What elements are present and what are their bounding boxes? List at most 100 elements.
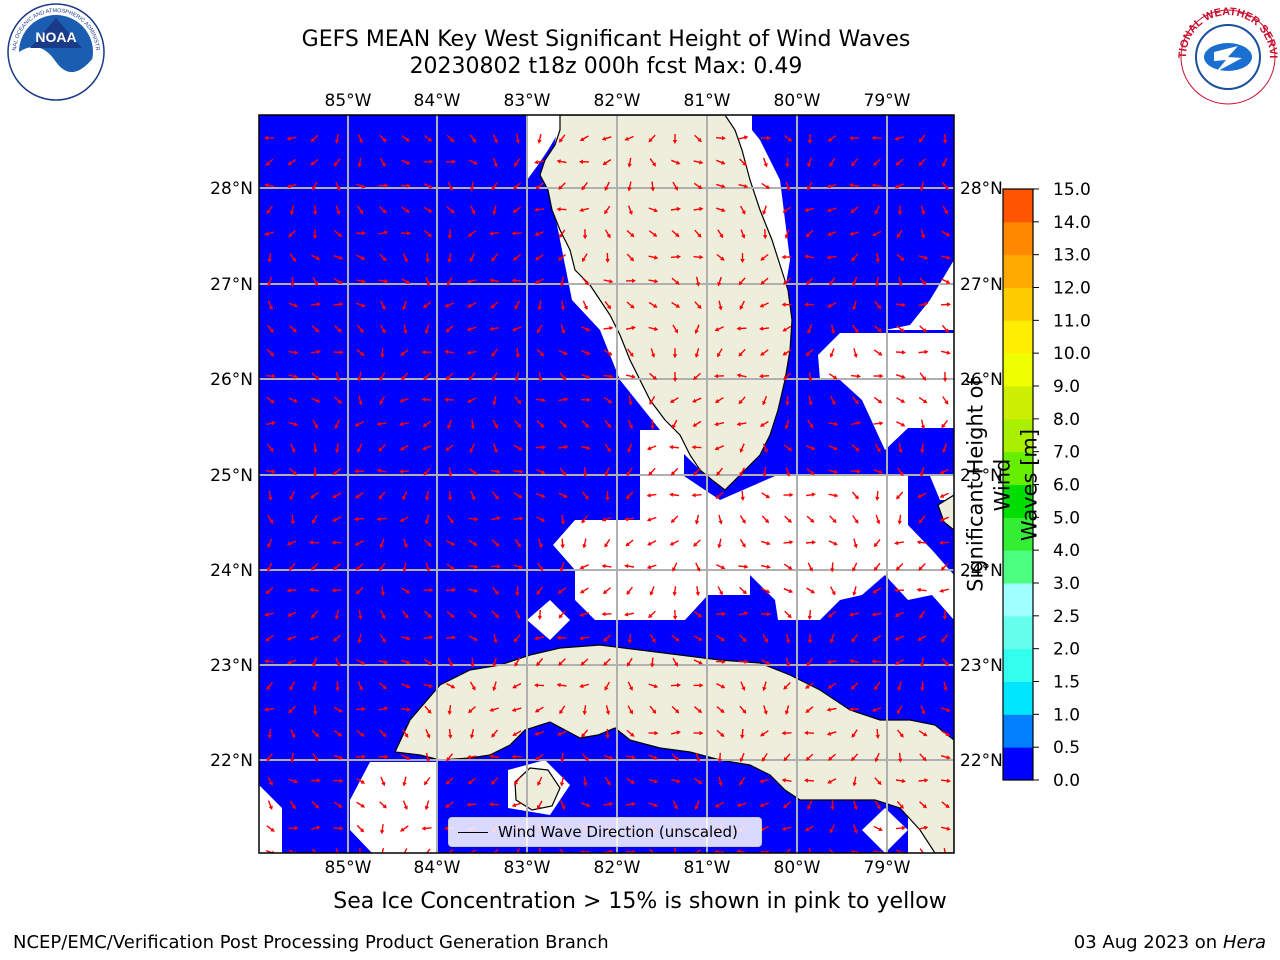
wave-arrow-head (534, 160, 539, 165)
wave-arrow-head (402, 782, 407, 787)
wave-arrow-head (942, 448, 947, 454)
wave-arrow-head (316, 825, 321, 830)
wave-arrow-head (535, 185, 540, 190)
wave-arrow-head (583, 782, 588, 787)
wave-arrow-head (290, 520, 295, 525)
wave-arrow-head (382, 685, 387, 690)
wave-arrow-head (721, 207, 726, 213)
wave-arrow-head (609, 279, 614, 284)
wave-arrow-head (496, 469, 501, 474)
wave-arrow-head (834, 493, 839, 498)
wave-arrow-head (829, 162, 834, 167)
wave-arrow-head (556, 682, 561, 688)
wave-arrow-head (269, 519, 274, 524)
wave-arrow-head (646, 517, 652, 522)
colorbar-segment (1003, 221, 1033, 256)
wave-arrow-head (807, 186, 811, 191)
wave-arrow-head (492, 210, 497, 216)
wave-arrow-head (313, 211, 318, 216)
wave-arrow-head (473, 636, 478, 641)
wave-arrow-head (630, 232, 635, 238)
map-area (259, 115, 954, 858)
wave-arrow-head (924, 302, 929, 307)
wave-arrow-head (946, 302, 951, 307)
wave-arrow-head (694, 520, 700, 525)
wave-arrow-head (697, 184, 703, 189)
wave-arrow-head (447, 424, 452, 430)
wave-arrow-head (721, 659, 726, 664)
wave-arrow-head (493, 138, 498, 144)
wave-arrow-head (314, 375, 320, 381)
wave-arrow-head (309, 636, 314, 641)
wave-arrow-head (582, 710, 587, 716)
wave-arrow-head (673, 805, 678, 810)
colorbar-segment (1003, 386, 1033, 420)
wave-arrow-head (653, 684, 659, 689)
lat-label: 26°N (210, 370, 253, 390)
wave-arrow-head (361, 706, 366, 712)
colorbar-segment (1003, 714, 1033, 748)
wave-arrow-head (759, 803, 764, 808)
wave-arrow-head (264, 231, 269, 236)
wave-arrow-head (491, 352, 496, 357)
wave-arrow-head (426, 282, 431, 287)
wave-arrow-head (405, 208, 410, 213)
wave-arrow-head (286, 184, 292, 189)
wave-arrow-head (873, 566, 878, 572)
wave-arrow-head (829, 639, 834, 644)
wave-arrow-head (920, 663, 925, 668)
wave-arrow-head (269, 781, 273, 786)
wave-arrow-head (287, 612, 292, 617)
wave-arrow-head (811, 446, 816, 451)
wave-arrow-head (873, 161, 878, 166)
noaa-logo-text: NOAA (35, 29, 76, 45)
wave-arrow-head (766, 541, 771, 546)
wave-arrow-head (423, 471, 428, 476)
wave-arrow-head (809, 518, 815, 523)
colorbar-segment (1003, 484, 1033, 518)
wave-arrow-head (897, 211, 903, 216)
wave-arrow-head (427, 709, 432, 714)
wave-arrow-head (919, 187, 925, 192)
wave-arrow-shaft (694, 849, 702, 853)
lon-label: 82°W (594, 91, 641, 111)
wave-arrow-head (384, 183, 389, 188)
wave-arrow-head (651, 162, 656, 167)
wave-arrow-head (584, 280, 589, 286)
wave-arrow-head (781, 778, 786, 783)
wave-arrow-head (807, 615, 812, 620)
wave-arrow-head (381, 162, 386, 167)
wave-arrow-head (581, 519, 586, 524)
wave-arrow-head (584, 423, 590, 428)
wave-arrow-head (332, 637, 338, 642)
wave-arrow-head (494, 495, 499, 500)
wave-arrow-head (943, 854, 947, 858)
wave-arrow-head (382, 209, 387, 214)
wave-arrow-head (632, 278, 636, 283)
wave-arrow-head (766, 611, 771, 617)
wave-arrow-head (626, 471, 631, 477)
wave-arrow-head (471, 138, 476, 143)
wave-arrow-head (336, 853, 340, 858)
lat-label: 22°N (210, 751, 253, 771)
wave-arrow-head (511, 231, 516, 236)
wave-arrow-head (540, 470, 546, 474)
wave-arrow-head (563, 494, 568, 498)
wave-arrow-head (335, 687, 340, 692)
wave-arrow-head (338, 279, 343, 284)
wave-arrow-head (470, 425, 475, 430)
wave-arrow-head (692, 398, 697, 403)
wave-arrow-head (628, 210, 633, 215)
wave-arrow-head (587, 397, 591, 402)
wave-arrow-head (491, 257, 496, 262)
wave-arrow-head (653, 755, 658, 760)
wave-arrow-head (536, 590, 541, 595)
wave-arrow-head (560, 544, 565, 549)
wave-arrow-head (286, 588, 291, 593)
wave-arrow-head (945, 803, 950, 809)
wave-arrow-head (945, 279, 951, 284)
wave-arrow-head (579, 159, 583, 164)
wave-arrow-shaft (559, 848, 565, 853)
lat-label: 26°N (960, 370, 1003, 390)
wave-arrow-head (401, 376, 406, 381)
